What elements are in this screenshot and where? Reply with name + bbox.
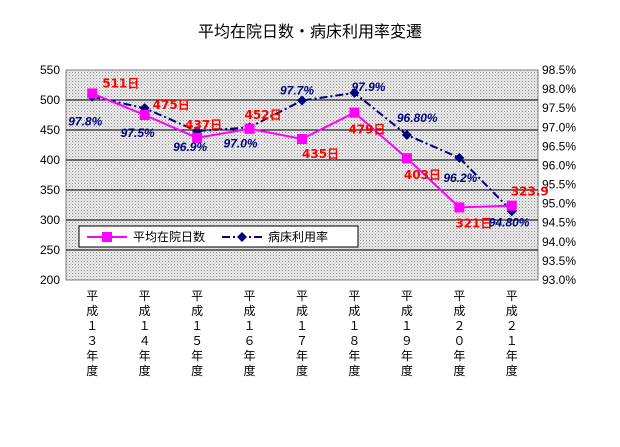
legend-bed-utilization-marker [237, 232, 247, 242]
data-label-bed-utilization: 97.7% [280, 84, 314, 98]
data-point-avg-stay [87, 88, 98, 99]
y-right-tick-label: 96.0% [542, 158, 576, 172]
y-right-tick-label: 97.5% [542, 101, 576, 115]
legend-avg-stay-marker [102, 232, 112, 242]
y-right-tick-label: 96.5% [542, 139, 576, 153]
data-labels: 511日 475日 437日 452日 435日 479日 403日 321日 323.9 97.… [68, 76, 549, 230]
y-left-tick-label: 400 [40, 153, 60, 167]
y-left-tick-label: 350 [40, 183, 60, 197]
data-label-avg-stay: 403日 [404, 168, 441, 182]
data-label-bed-utilization: 96.2% [443, 171, 477, 185]
x-category-label: 平成１９年度 [401, 289, 413, 378]
x-category-label: 平成１５年度 [191, 289, 203, 378]
y-left-tick-label: 300 [40, 213, 60, 227]
x-category-label: 平成１４年度 [139, 289, 151, 378]
x-category-label: 平成１３年度 [86, 289, 98, 378]
series-avg-stay [87, 88, 517, 213]
data-point-bed-utilization [401, 129, 412, 140]
y-right-tick-label: 98.0% [542, 82, 576, 96]
y-left-tick-label: 200 [40, 273, 60, 287]
y-right-tick-label: 95.0% [542, 197, 576, 211]
x-category-label: 平成２０年度 [453, 289, 465, 378]
data-label-bed-utilization: 97.9% [351, 80, 385, 94]
data-label-bed-utilization: 96.9% [173, 140, 207, 154]
data-point-avg-stay [244, 123, 255, 134]
x-category-label: 平成１８年度 [348, 289, 360, 378]
data-point-avg-stay [297, 134, 307, 144]
right-axis-ticks: 98.5% 98.0% 97.5% 97.0% 96.5% 96.0% 95.5% 95.0%… [542, 63, 576, 287]
data-label-bed-utilization: 94.80% [489, 215, 530, 229]
x-category-label: 平成１６年度 [244, 289, 256, 378]
data-label-avg-stay: 475日 [153, 98, 190, 112]
data-label-avg-stay: 479日 [348, 123, 385, 137]
data-label-avg-stay: 452日 [245, 108, 282, 122]
data-label-bed-utilization: 97.0% [224, 136, 258, 150]
y-left-tick-label: 550 [40, 63, 60, 77]
y-right-tick-label: 94.0% [542, 235, 576, 249]
legend-avg-stay-label: 平均在院日数 [133, 229, 205, 244]
legend: 平均在院日数 病床利用率 [78, 225, 359, 248]
y-right-tick-label: 94.5% [542, 216, 576, 230]
y-right-tick-label: 93.5% [542, 254, 576, 268]
data-label-bed-utilization: 97.5% [121, 126, 155, 140]
x-category-label: 平成２１年度 [506, 289, 518, 378]
data-label-avg-stay: 435日 [302, 147, 339, 161]
data-label-bed-utilization: 97.8% [68, 115, 102, 129]
data-point-avg-stay [401, 153, 412, 164]
gridlines [66, 99, 538, 251]
legend-bed-utilization-label: 病床利用率 [268, 229, 328, 244]
y-right-tick-label: 97.0% [542, 120, 576, 134]
y-right-tick-label: 98.5% [542, 63, 576, 77]
data-point-bed-utilization [454, 152, 465, 163]
category-axis-labels: 平成１３年度 平成１４年度 平成１５年度 平成１６年度 平成１７年度 平成１８年度 平成１９… [86, 289, 518, 378]
data-label-avg-stay: 323.9 [511, 185, 549, 199]
data-label-avg-stay: 437日 [185, 118, 222, 132]
data-point-avg-stay [506, 200, 517, 211]
y-right-tick-label: 93.0% [542, 273, 576, 287]
left-axis-ticks: 550 500 450 400 350 300 250 200 [40, 63, 60, 287]
chart-title: 平均在院日数・病床利用率変遷 [198, 22, 422, 41]
y-right-tick-label: 95.5% [542, 178, 576, 192]
data-label-avg-stay: 321日 [455, 216, 492, 230]
series-line-bed-utilization [92, 91, 513, 212]
y-left-tick-label: 450 [40, 123, 60, 137]
y-left-tick-label: 250 [40, 243, 60, 257]
data-point-avg-stay [349, 107, 360, 118]
data-point-avg-stay [192, 132, 203, 143]
y-left-tick-label: 500 [40, 93, 60, 107]
data-label-bed-utilization: 96.80% [397, 111, 438, 125]
data-label-avg-stay: 511日 [102, 76, 139, 90]
x-category-label: 平成１７年度 [296, 289, 308, 378]
data-point-bed-utilization [297, 95, 307, 106]
data-point-avg-stay [454, 202, 465, 213]
data-point-avg-stay [139, 110, 150, 120]
legend-box [78, 225, 359, 248]
data-point-bed-utilization [349, 87, 360, 98]
